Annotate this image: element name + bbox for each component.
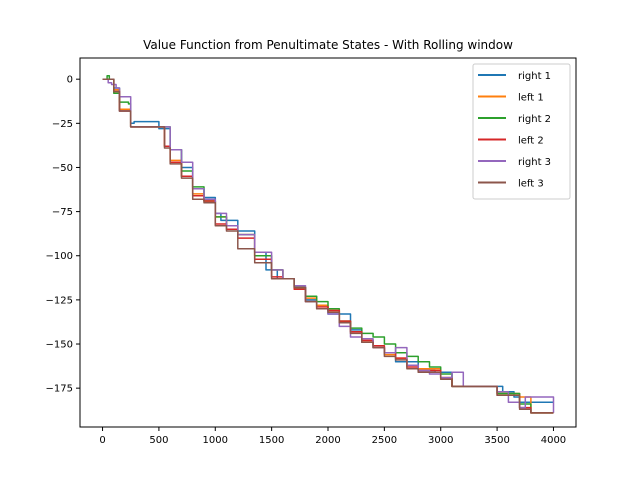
- y-tick-label: −25: [52, 119, 73, 130]
- legend-label: right 1: [518, 71, 551, 82]
- x-tick-label: 3500: [484, 435, 509, 446]
- legend-label: right 3: [518, 157, 551, 168]
- chart-title: Value Function from Penultimate States -…: [143, 38, 513, 52]
- y-tick-label: 0: [67, 75, 73, 86]
- legend-label: left 3: [518, 179, 544, 190]
- x-tick-label: 2000: [315, 435, 340, 446]
- x-tick-label: 0: [99, 435, 105, 446]
- y-tick-label: −150: [46, 340, 73, 351]
- y-axis: 0 −25 −50 −75 −100 −125 −150 −175: [46, 75, 80, 395]
- legend-box: [472, 63, 571, 200]
- y-tick-label: −175: [46, 384, 73, 395]
- y-tick-label: −75: [52, 207, 73, 218]
- series-layer: [102, 74, 555, 414]
- x-tick-label: 2500: [372, 435, 397, 446]
- legend-label: right 2: [518, 114, 551, 125]
- x-axis: 0 500 1000 1500 2000 2500 3000 3500 4000: [99, 427, 566, 446]
- y-tick-label: −125: [46, 295, 73, 306]
- x-tick-label: 3000: [428, 435, 453, 446]
- x-tick-label: 1500: [259, 435, 284, 446]
- legend-label: left 2: [518, 136, 544, 147]
- legend-label: left 1: [518, 93, 544, 104]
- x-tick-label: 1000: [203, 435, 228, 446]
- y-tick-label: −100: [46, 251, 73, 262]
- series-line-left-3: [102, 78, 554, 414]
- x-tick-label: 4000: [541, 435, 566, 446]
- x-tick-label: 500: [149, 435, 168, 446]
- y-tick-label: −50: [52, 163, 73, 174]
- legend: right 1 left 1 right 2 left 2 right 3 left 3: [472, 63, 571, 200]
